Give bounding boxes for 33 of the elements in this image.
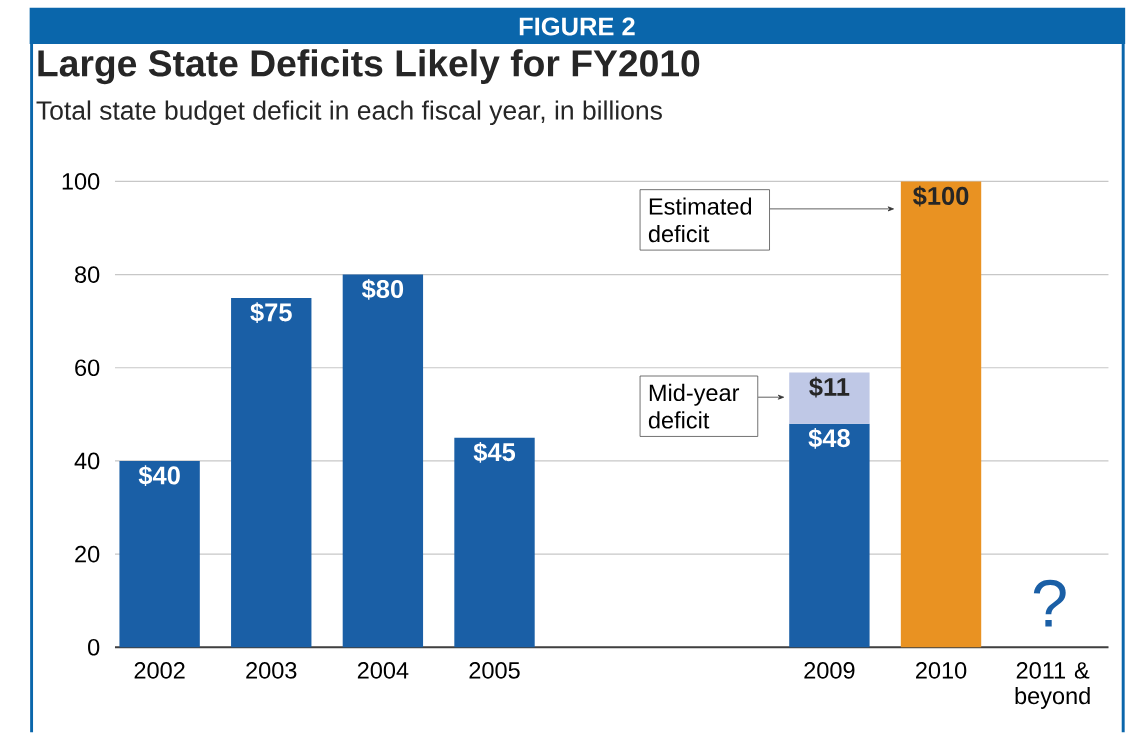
bar bbox=[231, 298, 312, 648]
data-label: $100 bbox=[913, 185, 969, 207]
x-tick-label: 2010 bbox=[916, 662, 967, 679]
chart-title: Large State Deficits Likely for FY2010 bbox=[38, 49, 700, 85]
bar bbox=[454, 437, 535, 648]
y-tick-label: 40 bbox=[74, 452, 100, 470]
data-label: $75 bbox=[250, 302, 292, 324]
data-label: $11 bbox=[809, 376, 850, 398]
y-tick-label: 20 bbox=[75, 545, 100, 563]
bar bbox=[119, 461, 200, 648]
data-label: $45 bbox=[473, 442, 516, 463]
y-tick-label: 60 bbox=[75, 359, 100, 377]
y-tick-label: 100 bbox=[62, 173, 100, 190]
y-tick-label: 80 bbox=[75, 266, 100, 284]
data-label: $80 bbox=[361, 279, 404, 300]
x-tick-label: 2002 bbox=[134, 662, 185, 679]
annotation: Estimated deficit bbox=[648, 197, 752, 243]
bar bbox=[900, 181, 982, 648]
data-label: $48 bbox=[808, 428, 850, 450]
x-tick-label: 2004 bbox=[357, 662, 409, 679]
x-tick-label: 2009 bbox=[804, 662, 855, 679]
y-tick-label: 0 bbox=[88, 639, 100, 656]
x-tick-label: 2003 bbox=[246, 662, 297, 679]
chart-subtitle: Total state budget deficit in each fiscal year, in billions bbox=[36, 100, 662, 126]
x-tick-label: 2011 & beyond bbox=[1015, 662, 1090, 710]
bar bbox=[789, 372, 870, 424]
data-label: $40 bbox=[138, 465, 180, 487]
caption: FIGURE 2 bbox=[519, 17, 635, 36]
annotation: ? bbox=[1033, 580, 1066, 627]
annotation: Mid-year deficit bbox=[648, 384, 740, 429]
x-tick-label: 2005 bbox=[469, 662, 520, 679]
bar bbox=[342, 274, 424, 648]
bar bbox=[789, 423, 870, 648]
